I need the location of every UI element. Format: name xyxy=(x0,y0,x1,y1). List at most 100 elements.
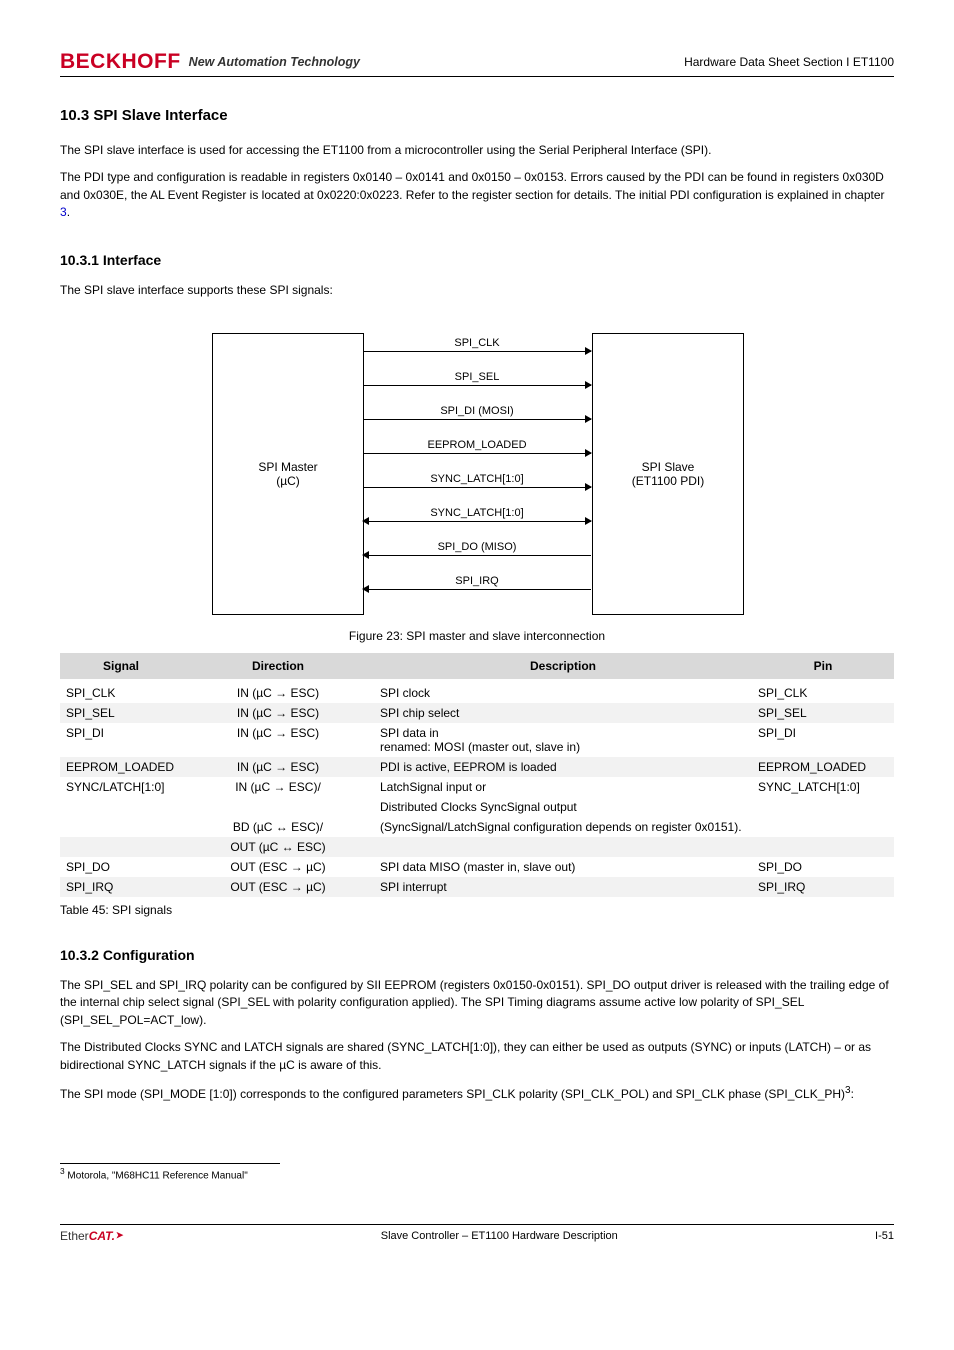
footer-logo: EtherCAT.➤ xyxy=(60,1229,123,1243)
signal-line: EEPROM_LOADED xyxy=(363,453,591,454)
cell-signal: SYNC/LATCH[1:0] xyxy=(60,777,182,797)
cell-direction: IN (µC → ESC) xyxy=(182,703,374,723)
diagram-box-slave: SPI Slave (ET1100 PDI) xyxy=(592,333,744,615)
cell-pin: SPI_IRQ xyxy=(752,877,894,897)
table-row: SPI_SELIN (µC → ESC)SPI chip selectSPI_S… xyxy=(60,703,894,723)
cell-description: PDI is active, EEPROM is loaded xyxy=(374,757,752,777)
cell-description xyxy=(374,837,752,857)
footer-page: I-51 xyxy=(875,1230,894,1242)
signal-line: SYNC_LATCH[1:0] xyxy=(363,521,591,522)
col-signal: Signal xyxy=(60,653,182,681)
cell-direction: OUT (µC ↔ ESC) xyxy=(182,837,374,857)
cell-description: SPI data in renamed: MOSI (master out, s… xyxy=(374,723,752,757)
table-row: EEPROM_LOADEDIN (µC → ESC)PDI is active,… xyxy=(60,757,894,777)
cell-direction: OUT (ESC → µC) xyxy=(182,877,374,897)
signal-line: SPI_IRQ xyxy=(363,589,591,590)
table-row: SPI_DOOUT (ESC → µC)SPI data MISO (maste… xyxy=(60,857,894,877)
signal-line: SPI_CLK xyxy=(363,351,591,352)
cell-signal xyxy=(60,837,182,857)
cell-direction: IN (µC → ESC) xyxy=(182,757,374,777)
table-row: Distributed Clocks SyncSignal output xyxy=(60,797,894,817)
brand-tagline: New Automation Technology xyxy=(189,55,360,69)
cell-direction: BD (µC ↔ ESC)/ xyxy=(182,817,374,837)
cell-signal: SPI_DO xyxy=(60,857,182,877)
cell-direction: IN (µC → ESC) xyxy=(182,681,374,703)
signal-line: SYNC_LATCH[1:0] xyxy=(363,487,591,488)
config-p1: The SPI_SEL and SPI_IRQ polarity can be … xyxy=(60,977,894,1029)
table-caption: Table 45: SPI signals xyxy=(60,903,894,917)
cell-signal: SPI_CLK xyxy=(60,681,182,703)
diagram-box-master: SPI Master (µC) xyxy=(212,333,364,615)
cell-pin xyxy=(752,797,894,817)
cell-pin xyxy=(752,817,894,837)
page-footer: EtherCAT.➤ Slave Controller – ET1100 Har… xyxy=(60,1224,894,1243)
footnote-rule xyxy=(60,1163,280,1164)
col-pin: Pin xyxy=(752,653,894,681)
signal-label: SPI_DI (MOSI) xyxy=(363,405,591,417)
signal-label: SYNC_LATCH[1:0] xyxy=(363,507,591,519)
section-heading-spi: 10.3 SPI Slave Interface xyxy=(60,107,894,124)
signal-label: SPI_CLK xyxy=(363,337,591,349)
cell-direction: OUT (ESC → µC) xyxy=(182,857,374,877)
cell-signal: SPI_SEL xyxy=(60,703,182,723)
interface-lead: The SPI slave interface supports these S… xyxy=(60,282,894,299)
config-p3: The SPI mode (SPI_MODE [1:0]) correspond… xyxy=(60,1084,894,1103)
arrow-right-icon xyxy=(585,347,592,355)
arrow-left-icon xyxy=(362,585,369,593)
arrow-right-icon xyxy=(585,415,592,423)
col-direction: Direction xyxy=(182,653,374,681)
table-row: SPI_DIIN (µC → ESC)SPI data in renamed: … xyxy=(60,723,894,757)
arrow-right-icon xyxy=(585,381,592,389)
spi-signals-table: Signal Direction Description Pin SPI_CLK… xyxy=(60,653,894,897)
signal-label: SPI_DO (MISO) xyxy=(363,541,591,553)
cell-description: LatchSignal input or xyxy=(374,777,752,797)
signal-line: SPI_SEL xyxy=(363,385,591,386)
cell-pin: SPI_DI xyxy=(752,723,894,757)
signal-line: SPI_DI (MOSI) xyxy=(363,419,591,420)
brand-logo: BECKHOFF New Automation Technology xyxy=(60,50,360,74)
signal-label: SPI_SEL xyxy=(363,371,591,383)
page-header: BECKHOFF New Automation Technology Hardw… xyxy=(60,50,894,77)
col-description: Description xyxy=(374,653,752,681)
brand-name: BECKHOFF xyxy=(60,50,181,74)
table-row: SYNC/LATCH[1:0]IN (µC → ESC)/LatchSignal… xyxy=(60,777,894,797)
footer-center: Slave Controller – ET1100 Hardware Descr… xyxy=(381,1230,618,1242)
cell-pin: EEPROM_LOADED xyxy=(752,757,894,777)
arrow-right-icon xyxy=(585,517,592,525)
footnote: 3 Motorola, "M68HC11 Reference Manual" xyxy=(60,1166,894,1183)
signal-label: SPI_IRQ xyxy=(363,575,591,587)
arrow-left-icon xyxy=(362,551,369,559)
signal-line: SPI_DO (MISO) xyxy=(363,555,591,556)
arrow-right-icon xyxy=(585,483,592,491)
cell-pin: SPI_DO xyxy=(752,857,894,877)
cell-pin xyxy=(752,837,894,857)
cell-signal: SPI_DI xyxy=(60,723,182,757)
chapter-link[interactable]: 3 xyxy=(60,205,67,219)
cell-description: SPI interrupt xyxy=(374,877,752,897)
table-row: BD (µC ↔ ESC)/(SyncSignal/LatchSignal co… xyxy=(60,817,894,837)
intro-paragraph-1: The SPI slave interface is used for acce… xyxy=(60,142,894,159)
table-row: OUT (µC ↔ ESC) xyxy=(60,837,894,857)
cell-description: SPI data MISO (master in, slave out) xyxy=(374,857,752,877)
subsection-heading-config: 10.3.2 Configuration xyxy=(60,947,894,963)
cell-direction xyxy=(182,797,374,817)
table-row: SPI_CLKIN (µC → ESC)SPI clockSPI_CLK xyxy=(60,681,894,703)
arrow-right-icon xyxy=(585,449,592,457)
cell-direction: IN (µC → ESC) xyxy=(182,723,374,757)
cell-description: SPI clock xyxy=(374,681,752,703)
signal-label: EEPROM_LOADED xyxy=(363,439,591,451)
table-row: SPI_IRQOUT (ESC → µC)SPI interruptSPI_IR… xyxy=(60,877,894,897)
intro-paragraph-2: The PDI type and configuration is readab… xyxy=(60,169,894,221)
cell-signal: EEPROM_LOADED xyxy=(60,757,182,777)
cell-description: SPI chip select xyxy=(374,703,752,723)
cell-description: Distributed Clocks SyncSignal output xyxy=(374,797,752,817)
signal-label: SYNC_LATCH[1:0] xyxy=(363,473,591,485)
cell-direction: IN (µC → ESC)/ xyxy=(182,777,374,797)
figure-caption: Figure 23: SPI master and slave intercon… xyxy=(60,629,894,643)
subsection-heading-interface: 10.3.1 Interface xyxy=(60,252,894,268)
cell-signal: SPI_IRQ xyxy=(60,877,182,897)
cell-signal xyxy=(60,817,182,837)
cell-pin: SPI_SEL xyxy=(752,703,894,723)
cell-description: (SyncSignal/LatchSignal configuration de… xyxy=(374,817,752,837)
cell-signal xyxy=(60,797,182,817)
